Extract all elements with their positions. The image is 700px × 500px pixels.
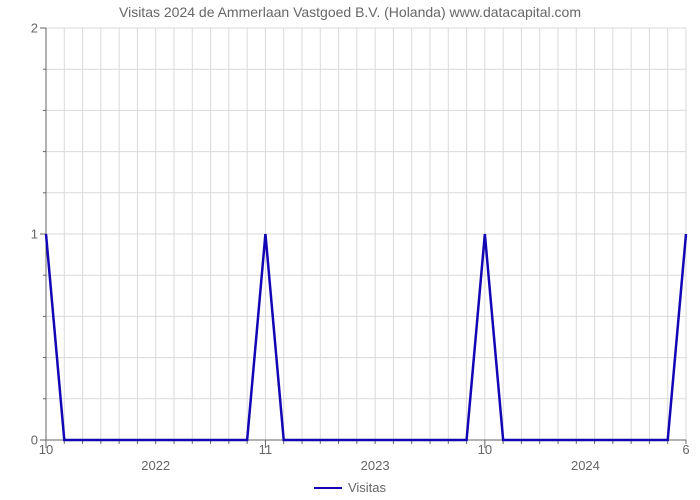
y-tick-label: 1	[31, 227, 38, 242]
x-value-label: 6	[682, 442, 689, 457]
x-section-label: 2024	[571, 458, 600, 473]
x-value-label: 11	[259, 442, 273, 457]
legend-swatch	[314, 487, 342, 489]
chart-container: Visitas 2024 de Ammerlaan Vastgoed B.V. …	[0, 0, 700, 500]
chart-title: Visitas 2024 de Ammerlaan Vastgoed B.V. …	[0, 4, 700, 20]
x-value-label: 10	[478, 442, 492, 457]
legend-label: Visitas	[348, 480, 386, 495]
chart-plot	[46, 28, 686, 440]
legend: Visitas	[0, 480, 700, 495]
x-value-label: 10	[39, 442, 53, 457]
y-tick-label: 0	[31, 433, 38, 448]
x-section-label: 2022	[141, 458, 170, 473]
y-tick-label: 2	[31, 21, 38, 36]
x-section-label: 2023	[361, 458, 390, 473]
